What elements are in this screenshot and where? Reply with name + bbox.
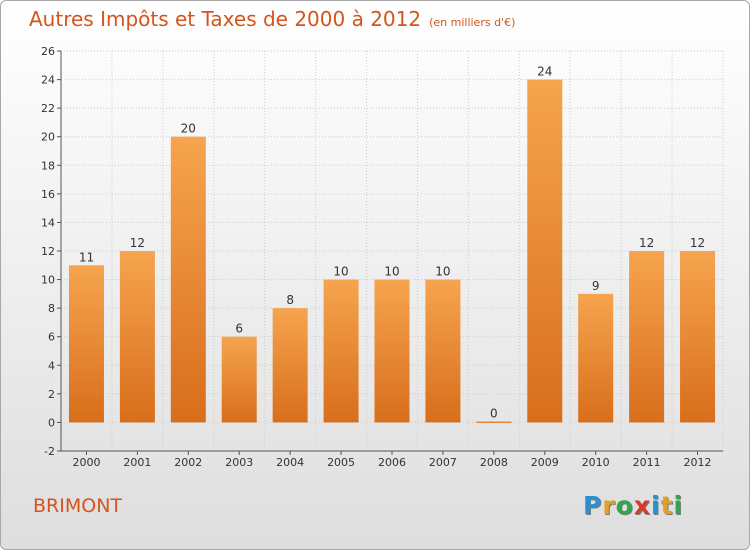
data-label: 12 <box>639 236 654 250</box>
logo-letter: t <box>660 491 674 520</box>
y-tick-label: 10 <box>41 274 55 287</box>
data-label: 6 <box>235 322 243 336</box>
y-tick-label: 6 <box>48 331 55 344</box>
data-label: 0 <box>490 406 498 420</box>
proxiti-logo[interactable]: Proxiti <box>583 491 683 520</box>
x-tick-label: 2009 <box>531 456 559 469</box>
bar <box>476 421 512 423</box>
bar <box>374 279 410 423</box>
bar <box>272 308 308 423</box>
bar <box>680 251 716 423</box>
bars <box>68 79 716 423</box>
x-tick-label: 2011 <box>633 456 661 469</box>
y-tick-label: 12 <box>41 245 55 258</box>
bar <box>170 136 206 423</box>
logo-letter: x <box>633 491 651 520</box>
chart-title-text: Autres Impôts et Taxes de 2000 à 2012 <box>29 7 422 31</box>
axes <box>57 50 723 455</box>
y-tick-label: 0 <box>48 416 55 429</box>
bar <box>323 279 359 423</box>
chart-subtitle: (en milliers d'€) <box>429 16 516 29</box>
data-label: 9 <box>592 279 600 293</box>
logo-letter: i <box>673 491 684 520</box>
labels: -202468101214161820222426112000122001202… <box>41 45 712 469</box>
x-tick-label: 2007 <box>429 456 457 469</box>
data-label: 8 <box>286 293 294 307</box>
bar <box>578 293 614 423</box>
x-tick-label: 2002 <box>174 456 202 469</box>
bar <box>425 279 461 423</box>
x-tick-label: 2005 <box>327 456 355 469</box>
bar <box>527 79 563 423</box>
x-tick-label: 2003 <box>225 456 253 469</box>
data-label: 12 <box>690 236 705 250</box>
y-tick-label: 16 <box>41 188 55 201</box>
data-label: 11 <box>79 250 94 264</box>
logo-letter: r <box>602 491 616 520</box>
chart-title: Autres Impôts et Taxes de 2000 à 2012 (en… <box>29 7 515 31</box>
x-tick-label: 2012 <box>684 456 712 469</box>
y-tick-label: 8 <box>48 302 55 315</box>
y-tick-label: 14 <box>41 216 55 229</box>
x-tick-label: 2006 <box>378 456 406 469</box>
data-label: 20 <box>181 122 196 136</box>
data-label: 12 <box>130 236 145 250</box>
logo-letter: o <box>615 491 634 520</box>
y-tick-label: 26 <box>41 45 55 58</box>
x-tick-label: 2010 <box>582 456 610 469</box>
y-tick-label: -2 <box>44 445 55 458</box>
bar <box>68 265 104 423</box>
y-tick-label: 22 <box>41 102 55 115</box>
bar <box>629 251 665 423</box>
y-tick-label: 18 <box>41 159 55 172</box>
logo-letter: i <box>651 491 661 520</box>
y-tick-label: 4 <box>48 359 55 372</box>
bar <box>119 251 155 423</box>
y-tick-label: 20 <box>41 131 55 144</box>
logo-letter: P <box>583 491 603 520</box>
x-tick-label: 2008 <box>480 456 508 469</box>
data-label: 10 <box>384 265 399 279</box>
data-label: 24 <box>537 65 552 79</box>
x-tick-label: 2000 <box>72 456 100 469</box>
town-name: BRIMONT <box>33 495 123 517</box>
bar <box>221 336 257 423</box>
x-tick-label: 2001 <box>123 456 151 469</box>
y-tick-label: 24 <box>41 74 55 87</box>
x-tick-label: 2004 <box>276 456 304 469</box>
data-label: 10 <box>435 265 450 279</box>
y-tick-label: 2 <box>48 388 55 401</box>
data-label: 10 <box>333 265 348 279</box>
